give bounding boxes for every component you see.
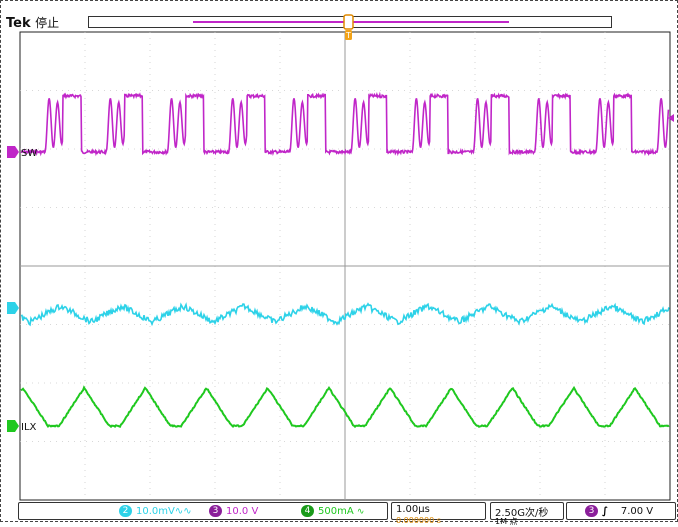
- ch2-coupling: ∿∿: [174, 506, 192, 517]
- ch4-coupling: ∿: [356, 507, 365, 517]
- trigger-channel-badge: 3: [585, 505, 598, 517]
- brand-label: Tek: [6, 16, 31, 31]
- sw-ground-marker[interactable]: SW: [7, 146, 37, 159]
- trigger-level: 7.00 V: [620, 506, 654, 517]
- trigger-level-marker[interactable]: [668, 114, 674, 122]
- timebase-box[interactable]: 1.00μs 0.000000 s: [391, 502, 486, 525]
- ch2-readout[interactable]: 2 10.0mV∿∿: [119, 505, 192, 517]
- ilx-trace: [20, 385, 670, 429]
- ch4-badge: 4: [301, 505, 314, 517]
- ch3-badge: 3: [209, 505, 222, 517]
- timebase-scale: 1.00μs: [396, 504, 430, 515]
- timebase-delay: 0.000000 s: [396, 516, 441, 525]
- trigger-readout: 3 ∫ 7.00 V: [585, 505, 653, 517]
- acquisition-box[interactable]: 2.50G次/秒 1M 点: [490, 502, 564, 526]
- sw-label: SW: [21, 148, 37, 159]
- ilx-label: ILX: [21, 422, 37, 433]
- trigger-box[interactable]: 3 ∫ 7.00 V: [566, 502, 676, 520]
- ch3-readout[interactable]: 3 10.0 V: [209, 505, 258, 517]
- channel-readout-box: 2 10.0mV∿∿ 3 10.0 V 4 500mA ∿: [18, 502, 388, 520]
- sample-rate: 2.50G次/秒: [495, 508, 549, 519]
- status-label: 停止: [35, 16, 60, 30]
- trigger-marker-label: T: [345, 31, 351, 40]
- ch2-scale: 10.0mV: [136, 506, 175, 517]
- graticule: [19, 31, 671, 501]
- trigger-position-marker[interactable]: T: [343, 14, 354, 40]
- sw-trace: [20, 91, 670, 157]
- ch4-scale: 500mA: [318, 506, 354, 517]
- ripple-trace: [20, 302, 670, 327]
- trigger-slope-icon: ∫: [602, 506, 609, 517]
- ch3-scale: 10.0 V: [226, 506, 259, 517]
- ilx-ground-marker[interactable]: ILX: [7, 420, 37, 433]
- header-brand: Tek 停止: [6, 14, 59, 31]
- ripple-ground-marker[interactable]: [7, 302, 19, 314]
- ch4-readout[interactable]: 4 500mA ∿: [301, 505, 364, 517]
- ch2-badge: 2: [119, 505, 132, 517]
